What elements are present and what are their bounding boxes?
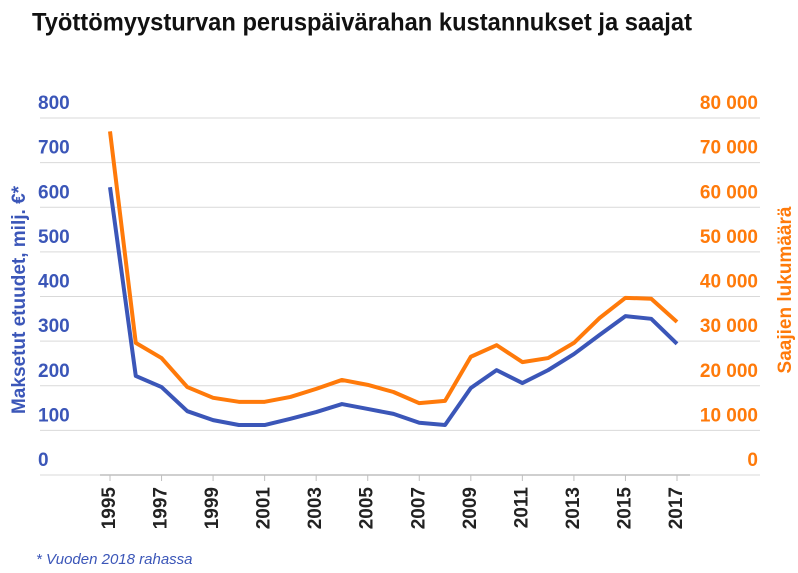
x-tick-label: 1999 <box>202 487 223 529</box>
series-line <box>108 131 679 406</box>
y-tick-label: 500 <box>38 227 70 248</box>
y-tick-label: 800 <box>38 93 70 114</box>
x-tick-label: 1997 <box>151 487 172 529</box>
y2-tick-label: 70 000 <box>700 138 758 159</box>
y2-tick-label: 20 000 <box>700 361 758 382</box>
y2-tick-label: 10 000 <box>700 405 758 426</box>
x-tick-label: 2013 <box>563 487 584 529</box>
x-tick-label: 2003 <box>305 487 326 529</box>
series-line <box>108 186 679 428</box>
y-tick-label: 300 <box>38 316 70 337</box>
x-tick-label: 2007 <box>408 487 429 529</box>
y2-tick-label: 80 000 <box>700 93 758 114</box>
x-tick-label: 2015 <box>614 487 635 530</box>
y-tick-label: 600 <box>38 182 70 203</box>
footnote: * Vuoden 2018 rahassa <box>36 551 193 568</box>
y2-tick-label: 0 <box>747 450 758 471</box>
y-tick-label: 200 <box>38 361 70 382</box>
x-tick-label: 2009 <box>460 487 481 529</box>
x-tick-label: 2017 <box>666 487 687 529</box>
y-axis-label: Maksetut etuudet, milj. €* <box>9 185 30 414</box>
x-tick-label: 1995 <box>99 487 120 530</box>
y-tick-label: 0 <box>38 450 49 471</box>
y2-axis-label: Saajien lukumäärä <box>775 206 796 373</box>
y-tick-label: 700 <box>38 138 70 159</box>
x-tick-label: 2011 <box>511 487 532 529</box>
x-tick-label: 2001 <box>254 487 275 530</box>
chart-title: Työttömyysturvan peruspäivärahan kustann… <box>32 9 693 37</box>
x-tick-label: 2005 <box>357 487 378 530</box>
y2-tick-label: 50 000 <box>700 227 758 248</box>
y2-tick-label: 40 000 <box>700 272 758 293</box>
y-tick-label: 100 <box>38 405 70 426</box>
y2-tick-label: 30 000 <box>700 316 758 337</box>
y2-tick-label: 60 000 <box>700 182 758 203</box>
y-tick-label: 400 <box>38 272 70 293</box>
